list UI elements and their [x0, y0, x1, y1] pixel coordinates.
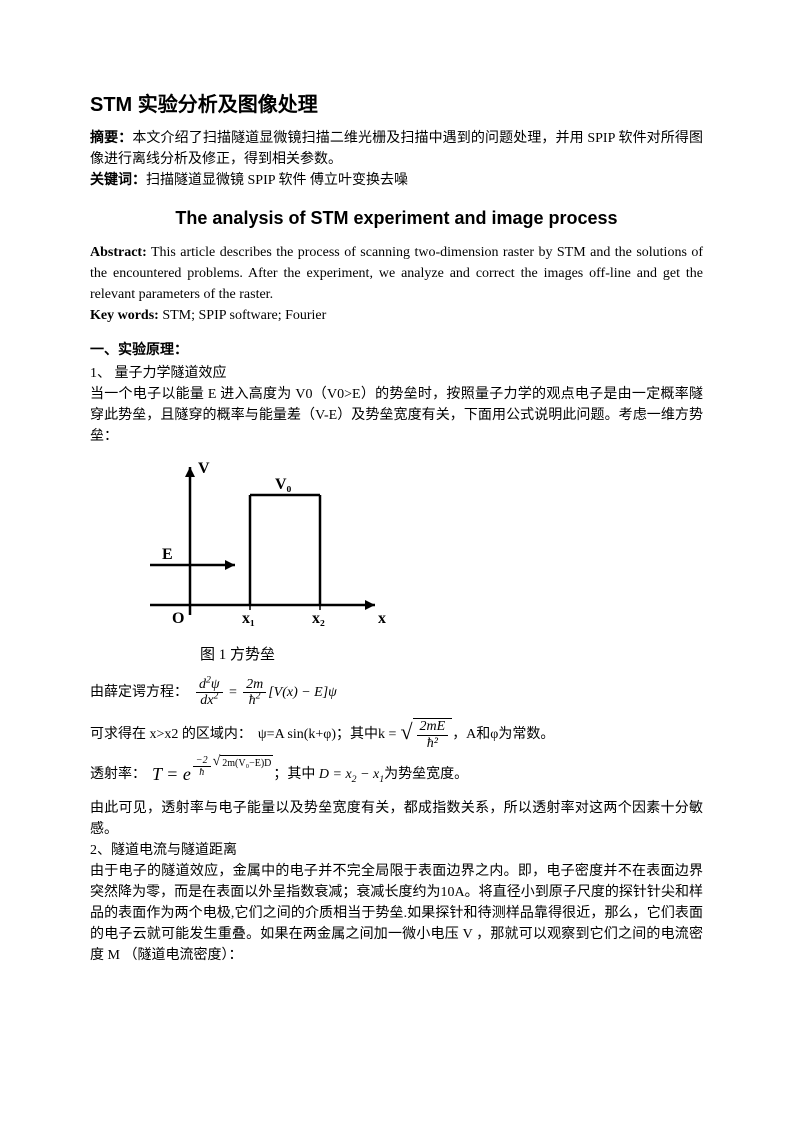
keywords-cn-text: 扫描隧道显微镜 SPIP 软件 傅立叶变换去噪: [146, 173, 408, 188]
svg-text:O: O: [172, 610, 184, 627]
abstract-cn-label: 摘要：: [90, 131, 132, 146]
keywords-en: Key words: STM; SPIP software; Fourier: [90, 305, 703, 326]
T-eq: T = e: [152, 761, 191, 788]
svg-text:V₀: V₀: [275, 476, 292, 493]
figure-1-caption: 图 1 方势垒: [200, 644, 703, 667]
eq3: 透射率： T = e −2 ħ √ 2m(V₀−E)D ；其中 D = x2 −…: [90, 761, 703, 788]
eq1-prefix: 由薛定谔方程：: [90, 682, 188, 703]
svg-text:x₁: x₁: [242, 610, 255, 627]
abstract-cn-text: 本文介绍了扫描隧道显微镜扫描二维光栅及扫描中遇到的问题处理，并用 SPIP 软件…: [90, 131, 703, 167]
keywords-cn-label: 关键词：: [90, 173, 146, 188]
svg-text:V: V: [198, 460, 210, 477]
abstract-en-text: This article describes the process of sc…: [90, 245, 703, 302]
figure-1: Vx Ox₁ x₂ E V₀ 图 1 方势垒: [130, 455, 703, 667]
keywords-en-text: STM; SPIP software; Fourier: [159, 308, 326, 323]
eq2-root: √ 2mE ħ²: [400, 718, 452, 751]
eq3-tail: 为势垒宽度。: [384, 764, 468, 785]
sub1-heading: 1、 量子力学隧道效应: [90, 363, 703, 384]
keywords-cn: 关键词：扫描隧道显微镜 SPIP 软件 傅立叶变换去噪: [90, 170, 703, 191]
eq1: 由薛定谔方程： d2ψ dx2 = 2m ħ2 [V(x) − E]ψ: [90, 677, 703, 709]
section1-heading: 一、实验原理：: [90, 340, 703, 361]
eq3-prefix: 透射率：: [90, 764, 146, 785]
D-eq: D = x2 − x1: [315, 764, 384, 785]
abstract-en-label: Abstract:: [90, 245, 147, 260]
title-cn: STM 实验分析及图像处理: [90, 90, 703, 120]
eq2-tail: ，A和φ为常数。: [452, 724, 554, 745]
svg-text:E: E: [162, 546, 173, 563]
eq1-lhs: d2ψ dx2: [196, 677, 223, 709]
title-en: The analysis of STM experiment and image…: [90, 205, 703, 232]
p3: 由于电子的隧道效应，金属中的电子并不完全局限于表面边界之内。即，电子密度并不在表…: [90, 861, 703, 966]
abstract-en: Abstract: This article describes the pro…: [90, 242, 703, 305]
eq2: 可求得在 x>x2 的区域内： ψ=A sin(k+φ)；其中k = √ 2mE…: [90, 718, 703, 751]
abstract-cn: 摘要：本文介绍了扫描隧道显微镜扫描二维光栅及扫描中遇到的问题处理，并用 SPIP…: [90, 128, 703, 170]
svg-text:x₂: x₂: [312, 610, 325, 627]
sub2-heading: 2、隧道电流与隧道距离: [90, 840, 703, 861]
p2: 由此可见，透射率与电子能量以及势垒宽度有关，都成指数关系，所以透射率对这两个因素…: [90, 798, 703, 840]
barrier-diagram: Vx Ox₁ x₂ E V₀: [130, 455, 390, 635]
eq1-coeff: 2m ħ2: [243, 677, 266, 709]
keywords-en-label: Key words:: [90, 308, 159, 323]
svg-text:x: x: [378, 610, 386, 627]
eq2-body: ψ=A sin(k+φ)；其中k =: [258, 724, 397, 745]
p1: 当一个电子以能量 E 进入高度为 V0（V0>E）的势垒时，按照量子力学的观点电…: [90, 384, 703, 447]
eq3-mid: ；其中: [273, 764, 315, 785]
eq2-prefix: 可求得在 x>x2 的区域内：: [90, 724, 252, 745]
